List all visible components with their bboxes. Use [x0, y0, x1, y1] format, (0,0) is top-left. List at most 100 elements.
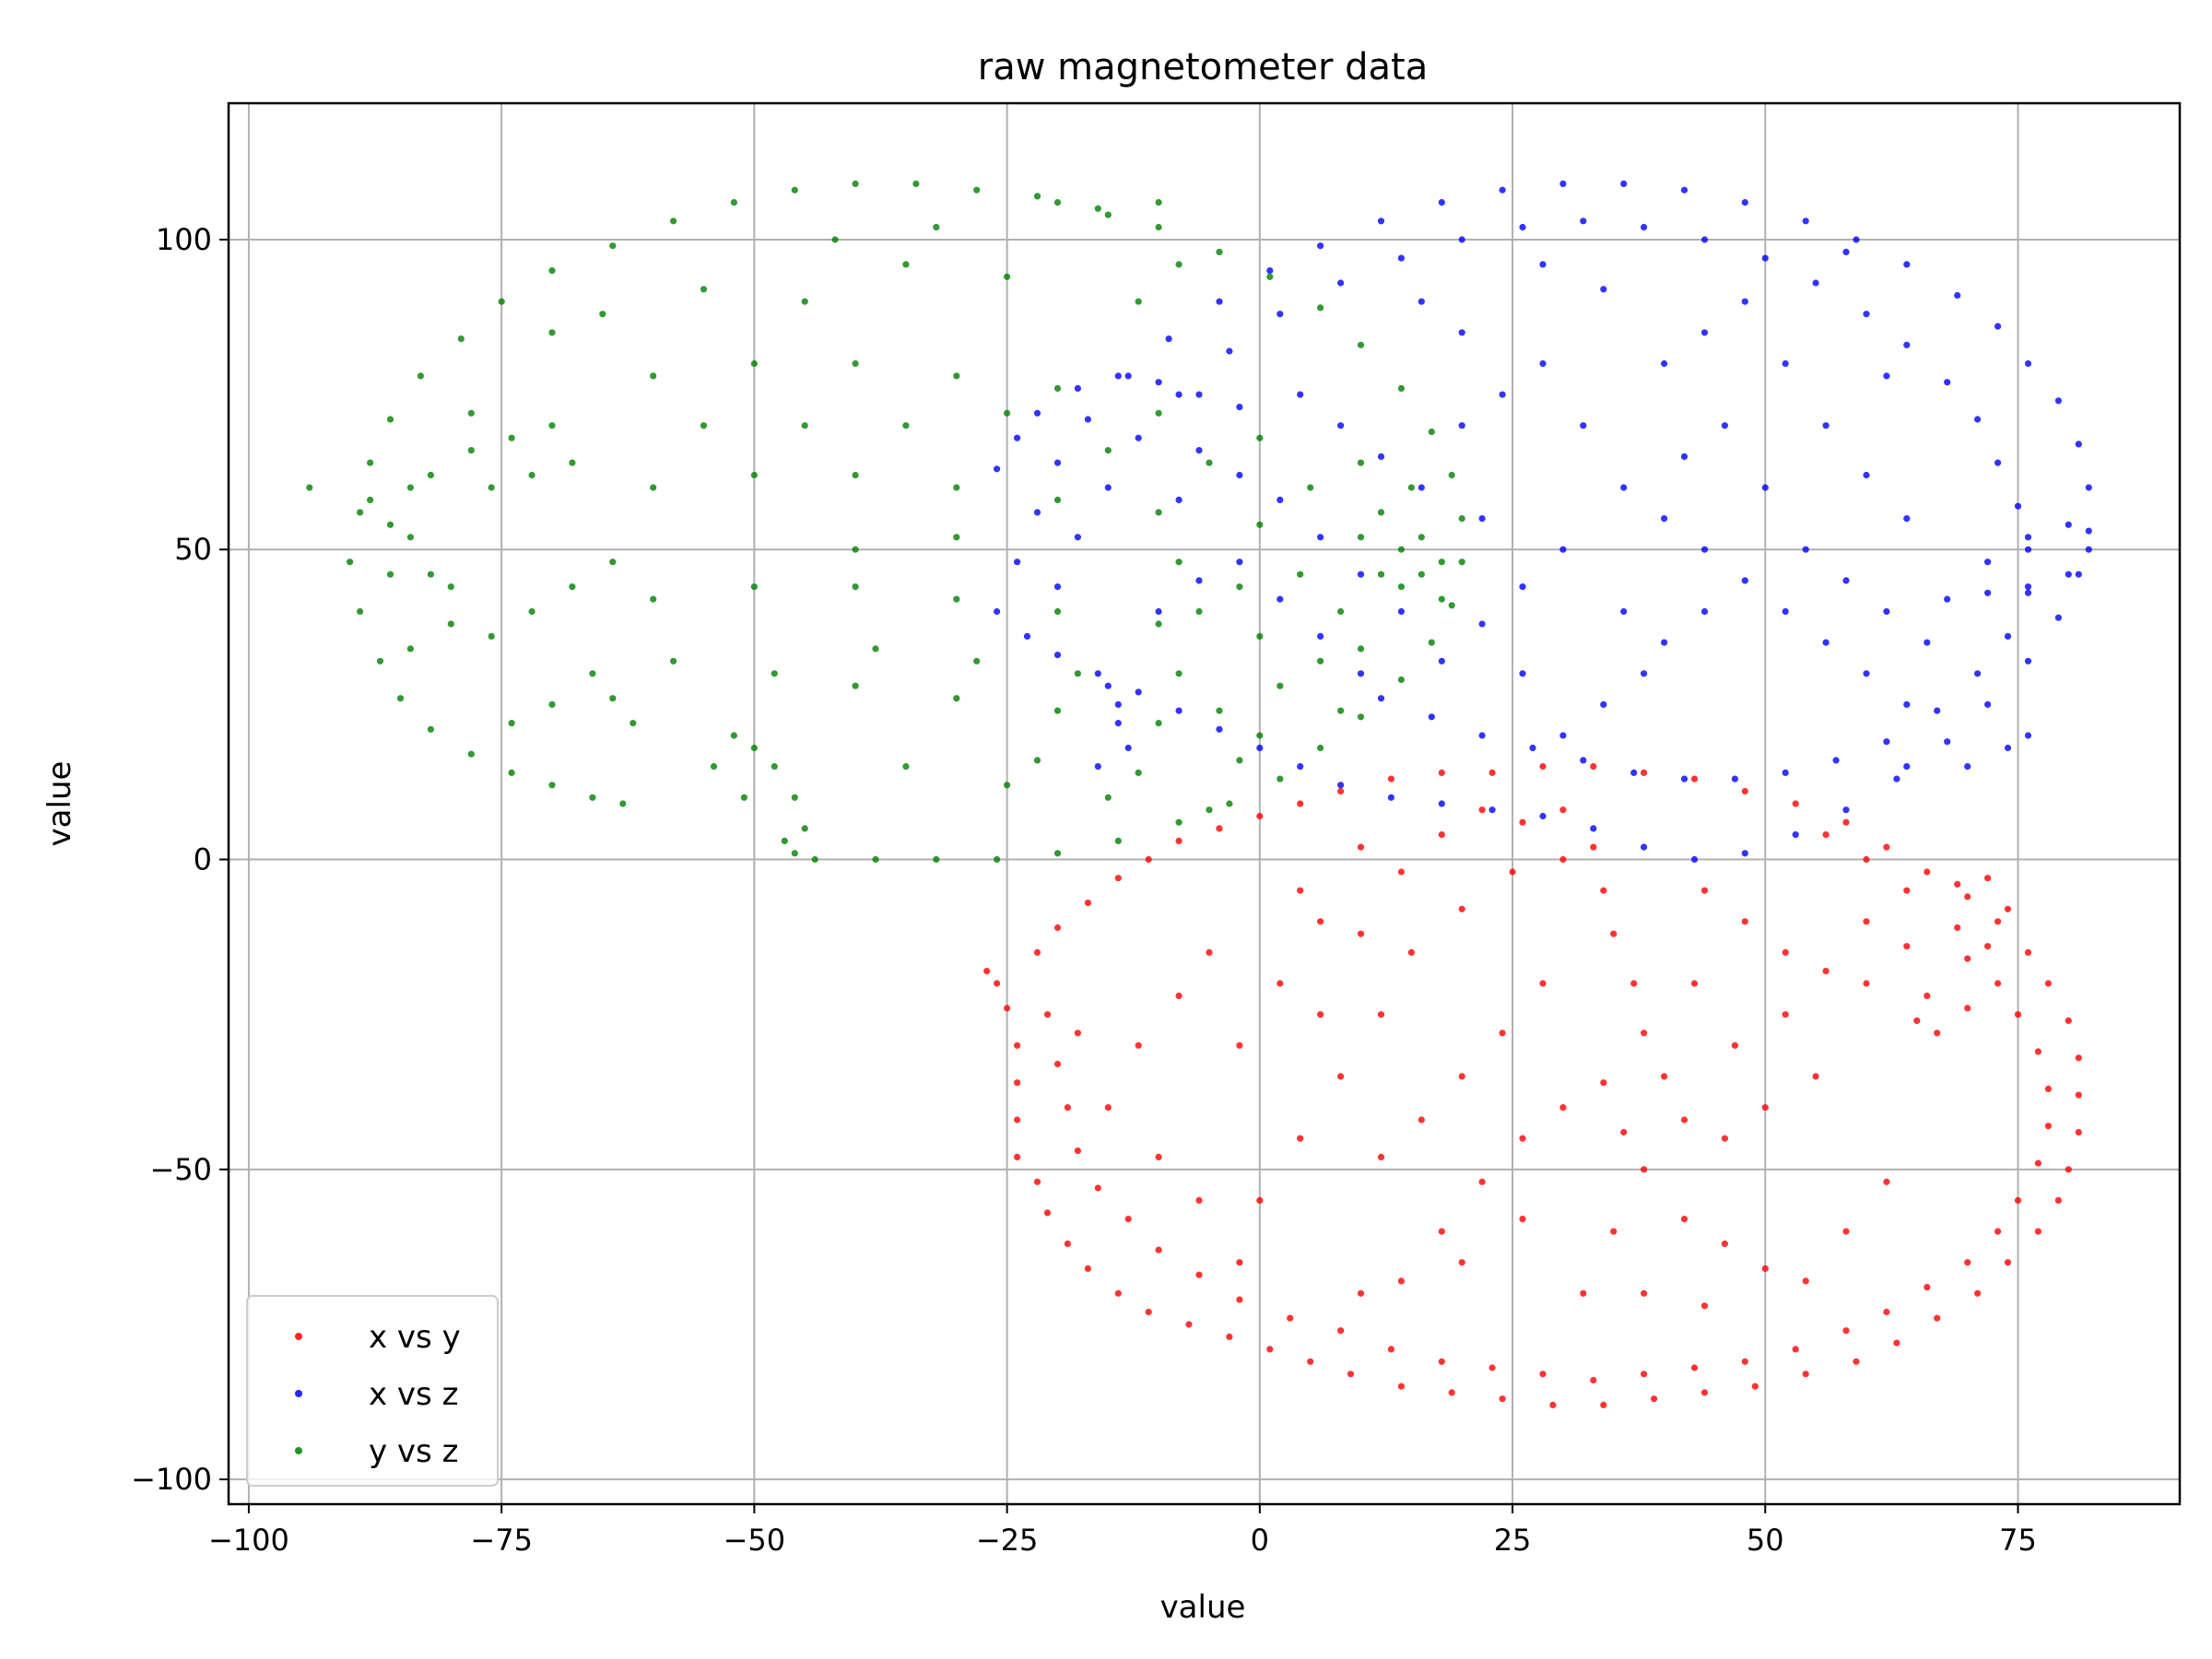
data-point — [1074, 534, 1081, 541]
data-point — [1924, 639, 1931, 646]
data-point — [811, 855, 818, 864]
data-point — [467, 447, 475, 454]
series-y-vs-z — [306, 180, 1465, 864]
data-point — [1700, 329, 1709, 336]
data-point — [1600, 700, 1607, 709]
data-point — [852, 471, 859, 479]
data-point — [933, 223, 940, 231]
data-point — [1761, 1265, 1769, 1272]
data-point — [1994, 459, 2002, 466]
data-point — [1053, 459, 1062, 466]
data-point — [1277, 311, 1284, 318]
data-point — [1053, 1060, 1062, 1068]
data-point — [1812, 279, 1819, 287]
data-point — [1680, 1116, 1688, 1124]
data-point — [2054, 1196, 2062, 1204]
data-point — [1438, 1358, 1445, 1365]
y-tick-label: −100 — [131, 1462, 212, 1497]
data-point — [1357, 645, 1365, 653]
data-point — [1064, 1240, 1071, 1248]
data-point — [1357, 534, 1365, 541]
data-point — [1104, 682, 1112, 689]
data-point — [1175, 559, 1182, 566]
data-point — [801, 298, 808, 305]
data-point — [386, 416, 394, 423]
data-point — [1165, 335, 1172, 343]
data-point — [1539, 763, 1547, 771]
data-point — [1438, 595, 1445, 603]
data-point — [1145, 1308, 1152, 1316]
data-point — [1488, 1364, 1496, 1371]
data-point — [1145, 855, 1152, 864]
data-point — [1964, 1259, 1971, 1266]
data-point — [1903, 261, 1911, 268]
data-point — [1964, 893, 1971, 900]
data-point — [427, 725, 434, 733]
data-point — [1458, 1073, 1465, 1080]
data-point — [1934, 1314, 1941, 1322]
x-tick-label: 50 — [1747, 1523, 1784, 1558]
data-point — [1104, 794, 1112, 801]
data-point — [569, 583, 576, 591]
data-point — [1407, 484, 1415, 491]
data-point — [1741, 850, 1748, 857]
data-point — [1690, 980, 1699, 987]
data-point — [528, 471, 535, 479]
data-point — [953, 695, 960, 702]
data-point — [1903, 515, 1911, 523]
data-point — [1842, 577, 1850, 584]
data-point — [1407, 948, 1415, 956]
data-point — [1994, 918, 2002, 925]
data-point — [1175, 261, 1182, 268]
data-point — [1053, 924, 1062, 932]
data-point — [1700, 236, 1709, 243]
data-point — [1641, 670, 1648, 677]
data-point — [2075, 571, 2082, 578]
data-point — [1357, 1289, 1365, 1297]
data-point — [1822, 968, 1830, 975]
data-point — [1680, 186, 1688, 194]
data-point — [1792, 1346, 1799, 1353]
data-point — [367, 496, 374, 504]
data-point — [406, 484, 414, 491]
data-point — [1195, 607, 1203, 616]
data-point — [1266, 273, 1274, 280]
data-point — [1337, 787, 1345, 795]
data-point — [1297, 887, 1304, 894]
data-point — [1924, 1284, 1931, 1291]
data-point — [1994, 323, 2002, 330]
data-point — [1377, 1011, 1385, 1018]
data-point — [1337, 707, 1345, 714]
data-point — [1438, 831, 1445, 839]
data-point — [2024, 657, 2032, 665]
data-point — [2085, 484, 2092, 491]
data-point — [1690, 775, 1699, 782]
data-point — [1641, 1166, 1648, 1173]
data-point — [1883, 372, 1890, 380]
data-point — [1357, 571, 1365, 578]
data-point — [1094, 205, 1101, 212]
data-point — [1478, 806, 1486, 814]
data-point — [1277, 496, 1284, 504]
data-point — [1277, 775, 1284, 782]
data-point — [670, 218, 677, 225]
data-point — [994, 855, 1001, 864]
data-point — [1104, 211, 1112, 218]
data-point — [973, 657, 981, 665]
data-point — [771, 670, 778, 677]
data-point — [1964, 763, 1971, 771]
data-point — [1114, 837, 1122, 845]
data-point — [1124, 372, 1132, 380]
data-point — [1641, 1030, 1648, 1037]
data-point — [933, 855, 940, 864]
data-point — [781, 837, 788, 845]
data-point — [1216, 298, 1223, 305]
data-point — [1700, 1389, 1709, 1396]
data-point — [1751, 1382, 1759, 1390]
data-point — [1256, 521, 1264, 528]
x-tick-label: 25 — [1494, 1523, 1532, 1558]
data-point — [1014, 1079, 1021, 1087]
data-point — [1043, 1011, 1052, 1018]
data-point — [994, 465, 1001, 473]
data-point — [488, 484, 495, 491]
